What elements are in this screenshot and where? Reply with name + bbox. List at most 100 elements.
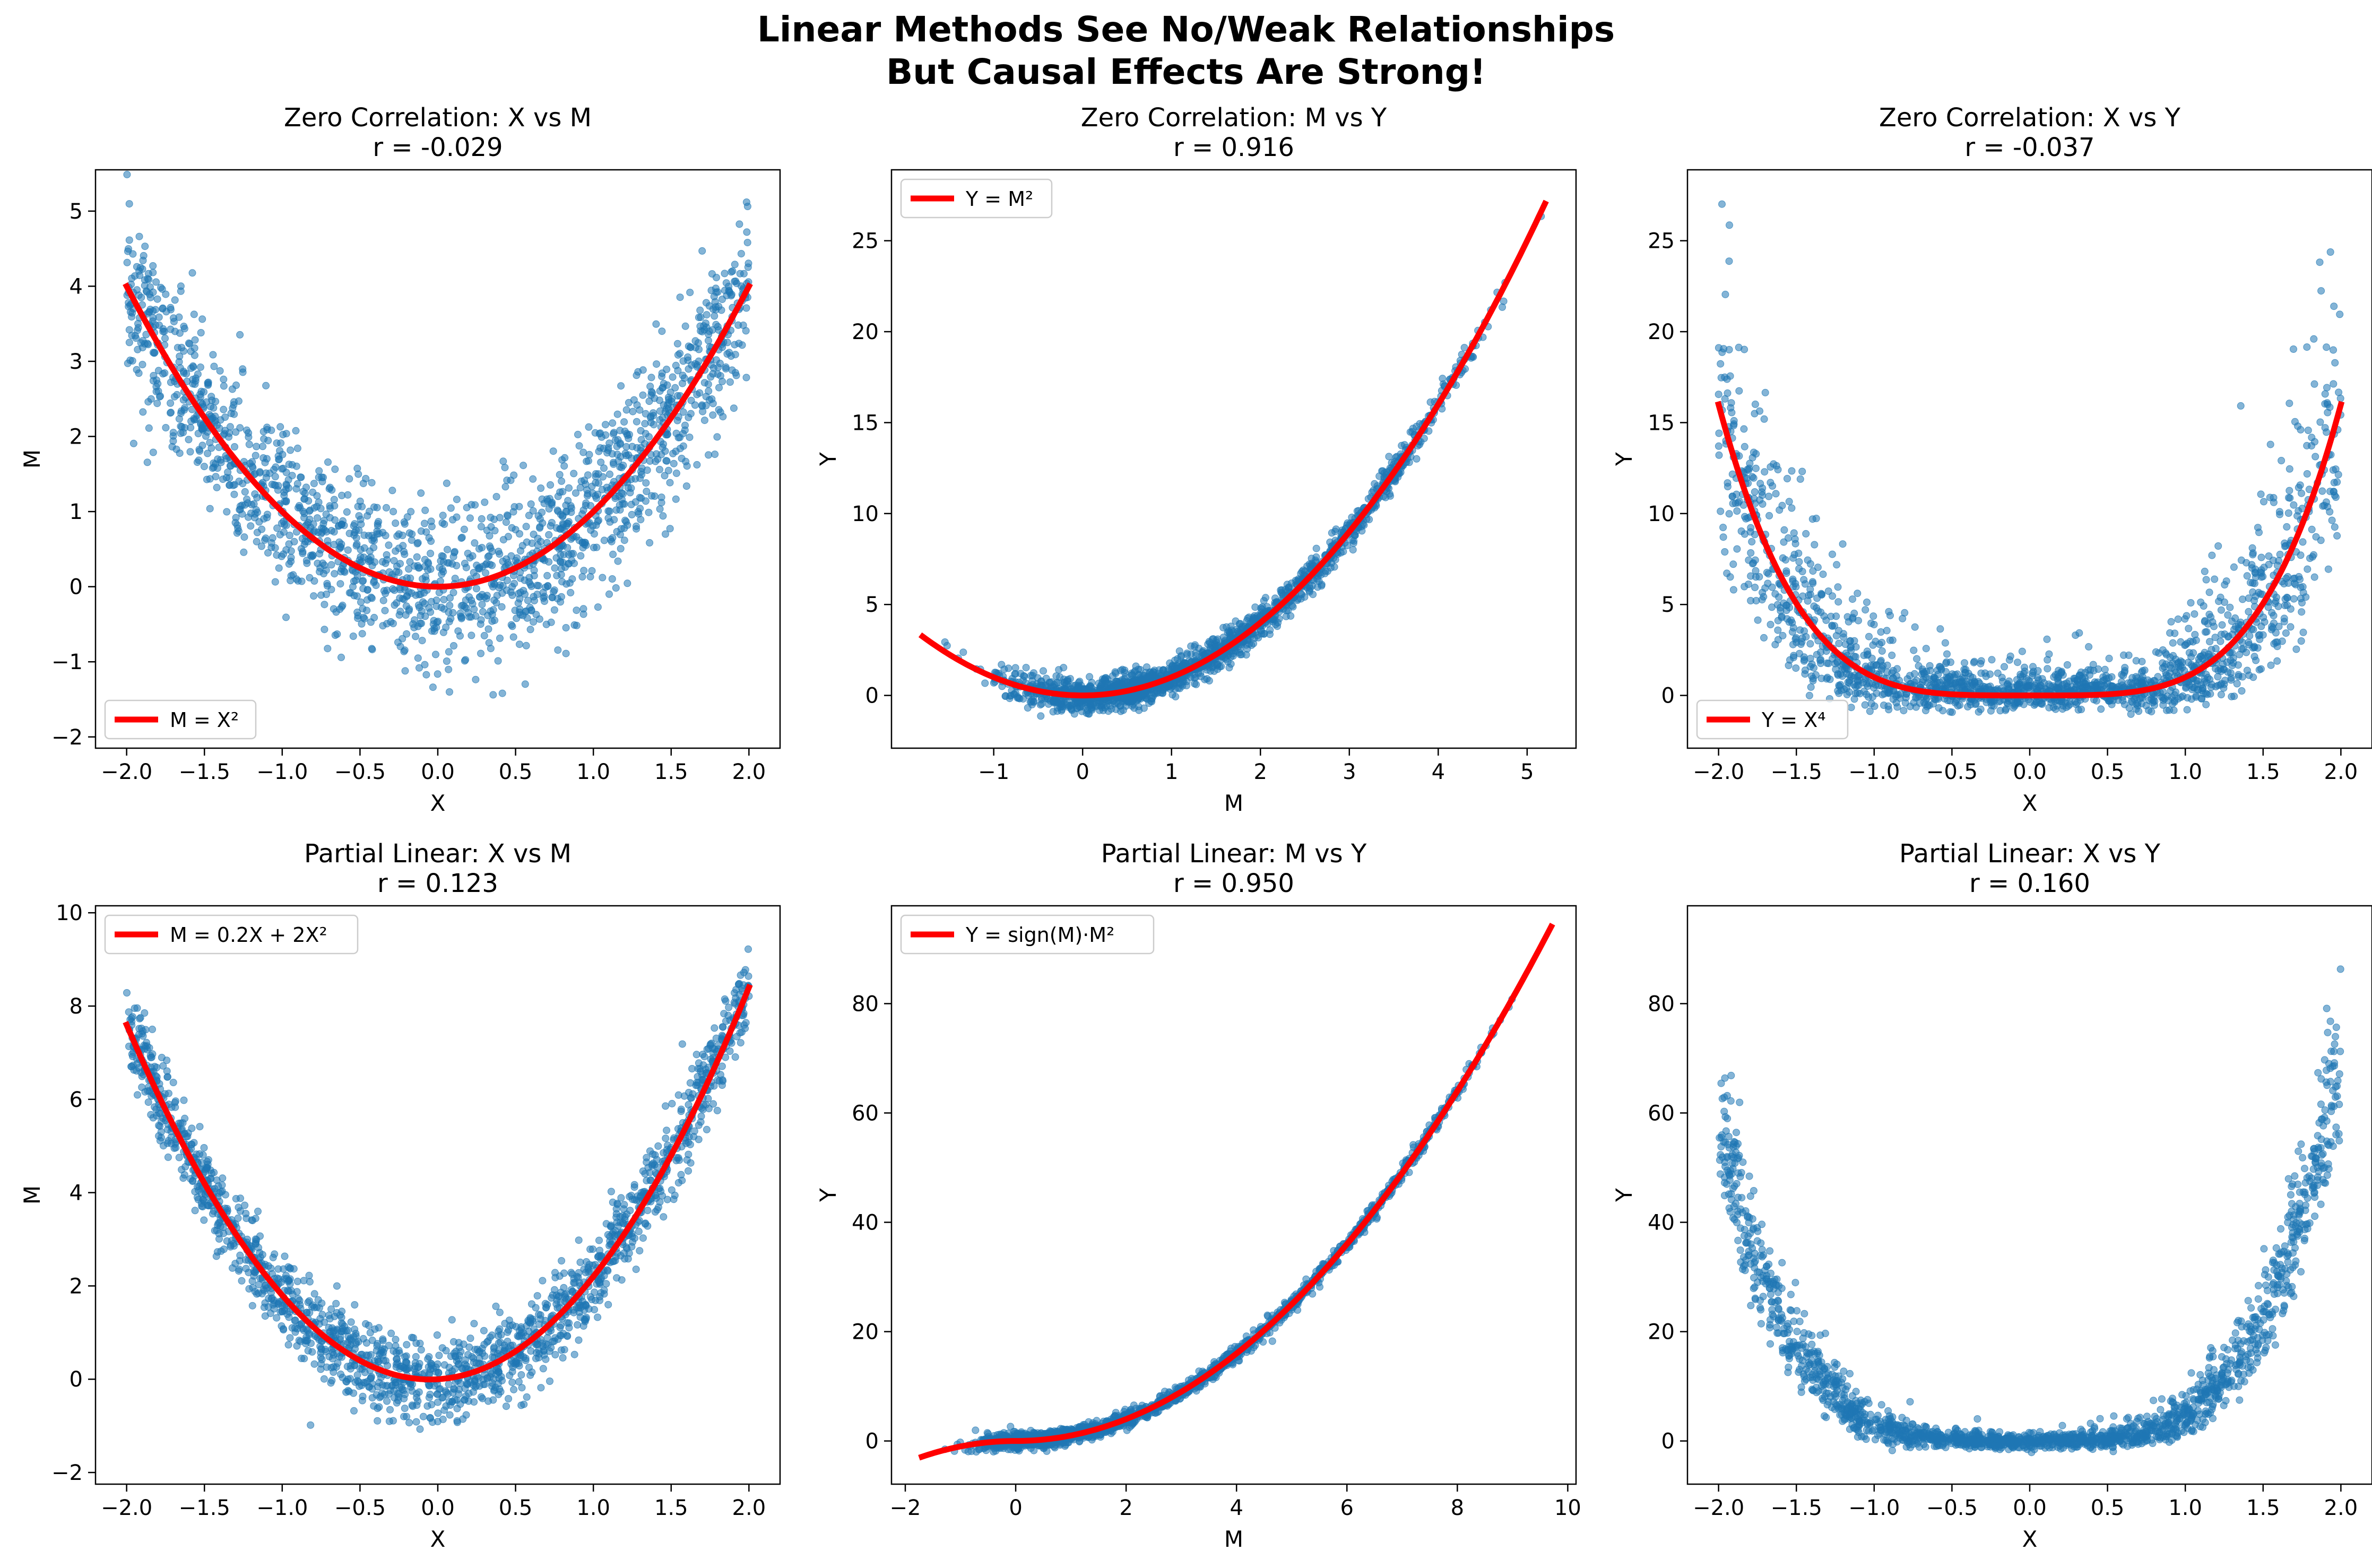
scatter-point <box>2282 629 2290 637</box>
scatter-point <box>2185 625 2193 633</box>
scatter-point <box>564 519 572 527</box>
scatter-point <box>320 570 327 577</box>
y-tick-label: 0 <box>865 684 879 708</box>
scatter-point <box>195 456 203 464</box>
scatter-point <box>487 607 495 615</box>
scatter-point <box>716 372 724 380</box>
figure-title: Linear Methods See No/Weak Relationships… <box>0 8 2372 93</box>
scatter-point <box>728 268 735 276</box>
scatter-point <box>1726 221 1733 229</box>
scatter-point <box>213 421 221 429</box>
scatter-point <box>321 601 328 609</box>
scatter-point <box>549 447 557 455</box>
scatter-point <box>2276 550 2284 558</box>
scatter-point <box>1800 657 1808 665</box>
scatter-point <box>676 350 684 358</box>
legend-label: Y = M² <box>965 187 1033 211</box>
scatter-point <box>187 417 195 425</box>
scatter-point <box>220 405 228 413</box>
scatter-point <box>435 588 443 596</box>
scatter-point <box>498 689 506 697</box>
scatter-point <box>167 399 175 407</box>
scatter-point <box>1996 707 2004 715</box>
scatter-point <box>681 322 689 330</box>
scatter-point <box>1941 639 1949 647</box>
scatter-point <box>330 496 338 504</box>
scatter-point <box>326 504 334 512</box>
scatter-point <box>1210 660 1218 668</box>
scatter-point <box>715 384 723 392</box>
scatter-point <box>482 561 490 569</box>
scatter-point <box>140 252 148 259</box>
scatter-point <box>2239 673 2246 681</box>
scatter-point <box>1125 698 1133 705</box>
scatter-point <box>2323 343 2331 351</box>
scatter-point <box>145 424 153 432</box>
scatter-point <box>496 634 504 642</box>
scatter-point <box>462 604 470 612</box>
scatter-point <box>637 516 645 524</box>
scatter-point <box>2045 650 2053 658</box>
scatter-point <box>648 492 656 500</box>
scatter-point <box>177 282 185 290</box>
scatter-point <box>651 394 659 402</box>
scatter-point <box>354 470 362 478</box>
scatter-point <box>981 679 989 687</box>
scatter-point <box>381 607 389 614</box>
scatter-point <box>221 413 229 421</box>
scatter-point <box>157 392 164 400</box>
scatter-point <box>1144 674 1152 682</box>
scatter-point <box>149 262 157 270</box>
scatter-point <box>553 506 561 514</box>
scatter-point <box>647 374 655 382</box>
scatter-point <box>1020 672 1028 680</box>
scatter-point <box>686 289 694 297</box>
scatter-point <box>2317 287 2325 295</box>
scatter-point <box>1729 560 1737 568</box>
scatter-point <box>1040 667 1047 675</box>
scatter-point <box>401 646 409 654</box>
scatter-point <box>498 603 506 611</box>
x-tick-label: 3 <box>1343 760 1356 784</box>
scatter-point <box>362 475 370 482</box>
scatter-point <box>719 413 727 421</box>
scatter-point <box>557 565 565 573</box>
scatter-point <box>323 528 331 536</box>
scatter-point <box>1201 675 1209 683</box>
scatter-point <box>241 488 249 496</box>
scatter-point <box>633 418 640 426</box>
scatter-point <box>1785 498 1793 506</box>
scatter-point <box>1854 689 1862 697</box>
scatter-point <box>617 545 625 552</box>
scatter-point <box>359 577 367 585</box>
scatter-point <box>125 339 133 346</box>
scatter-point <box>375 518 383 526</box>
scatter-point <box>351 529 358 536</box>
scatter-point <box>478 544 486 551</box>
scatter-point <box>349 633 357 640</box>
scatter-point <box>1037 712 1045 720</box>
scatter-point <box>687 410 695 418</box>
scatter-point <box>705 451 713 459</box>
scatter-point <box>2202 700 2210 708</box>
scatter-point <box>367 593 375 601</box>
scatter-point <box>1809 579 1817 587</box>
scatter-point <box>1977 705 1985 713</box>
correlation-label: r = -0.029 <box>373 133 503 162</box>
scatter-point <box>712 303 720 311</box>
scatter-point <box>634 368 642 376</box>
scatter-point <box>1371 480 1379 488</box>
scatter-point <box>2286 400 2293 408</box>
scatter-point <box>1085 710 1093 718</box>
scatter-point <box>300 514 308 522</box>
scatter-point <box>580 567 588 575</box>
scatter-point <box>134 324 142 332</box>
scatter-point <box>663 366 671 374</box>
y-axis-label: Y <box>815 452 841 466</box>
scatter-point <box>1318 581 1326 588</box>
scatter-point <box>501 464 509 472</box>
scatter-point <box>1288 602 1296 610</box>
scatter-point <box>1760 415 1768 423</box>
scatter-point <box>468 596 475 604</box>
scatter-point <box>560 462 568 470</box>
